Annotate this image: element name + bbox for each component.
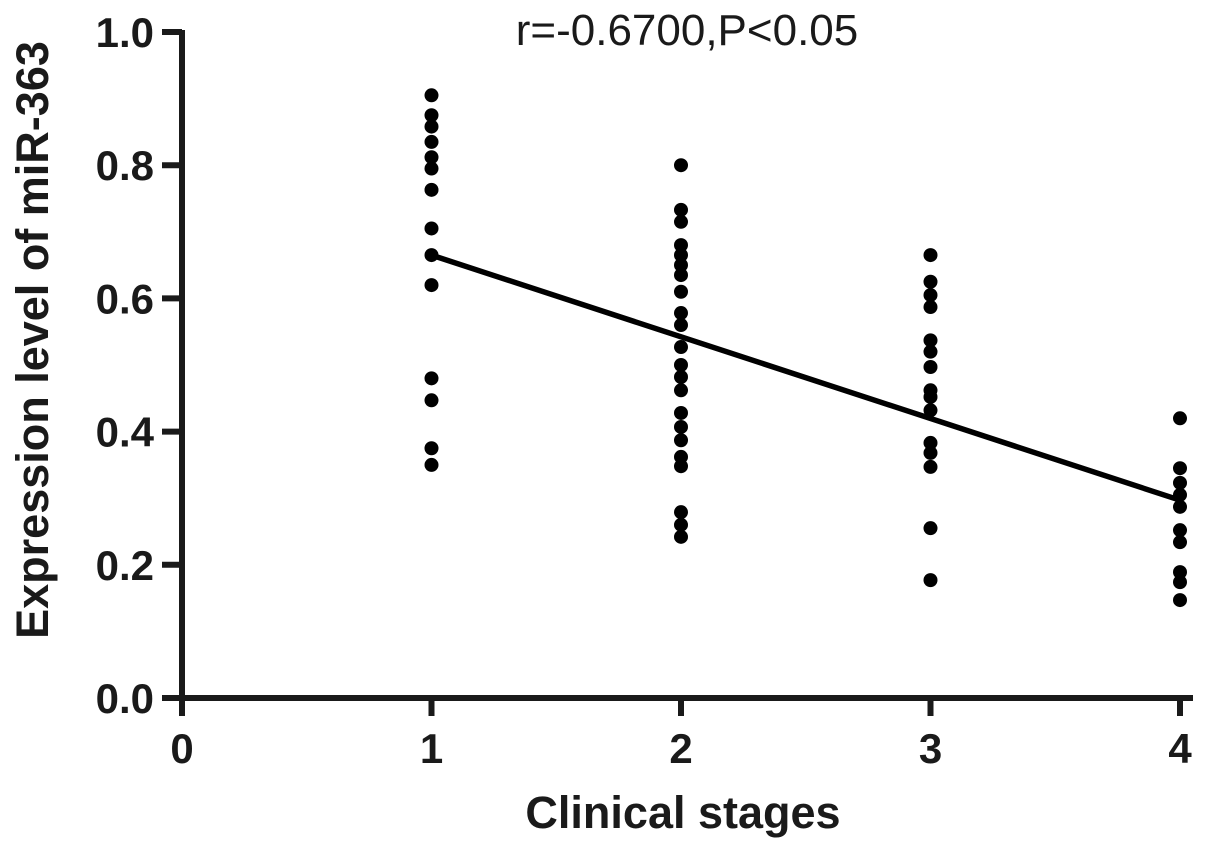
data-point — [674, 202, 688, 217]
data-point — [1173, 523, 1187, 538]
y-tick-label: 0.2 — [96, 542, 154, 589]
data-point — [1173, 487, 1187, 502]
y-tick-label: 0.6 — [96, 275, 154, 322]
data-point — [424, 182, 439, 197]
data-point — [674, 383, 688, 398]
data-point — [674, 306, 688, 321]
x-tick-label: 1 — [420, 725, 443, 772]
data-point — [674, 517, 688, 532]
data-point — [923, 248, 938, 263]
x-tick-label: 0 — [170, 725, 193, 772]
data-point — [674, 529, 688, 544]
data-point — [674, 238, 688, 253]
data-point — [674, 248, 688, 263]
data-point — [674, 405, 688, 420]
data-point — [424, 393, 439, 408]
data-point — [1173, 575, 1187, 590]
data-point — [424, 457, 439, 472]
data-point — [923, 389, 938, 404]
y-tick-label: 0.0 — [96, 675, 154, 722]
data-point — [923, 403, 938, 418]
data-point — [1173, 499, 1187, 514]
data-point — [923, 445, 938, 460]
data-point — [923, 521, 938, 536]
data-point — [674, 433, 688, 448]
x-tick-label: 4 — [1168, 725, 1192, 772]
x-axis-title: Clinical stages — [525, 787, 841, 838]
correlation-annotation: r=-0.6700,P<0.05 — [515, 6, 859, 55]
data-point — [674, 318, 688, 333]
data-point — [1173, 535, 1187, 550]
data-point — [674, 258, 688, 273]
data-point — [424, 278, 439, 293]
data-point — [923, 344, 938, 359]
data-point — [674, 358, 688, 372]
x-tick-label: 3 — [919, 725, 942, 772]
data-point — [424, 150, 439, 165]
data-point — [1173, 565, 1187, 580]
data-point — [424, 371, 439, 386]
data-point — [674, 419, 688, 434]
data-point — [674, 284, 688, 299]
data-point — [1173, 461, 1187, 476]
data-point — [674, 268, 688, 283]
data-point — [923, 274, 938, 289]
y-tick-label: 0.4 — [96, 409, 155, 456]
data-point — [674, 214, 688, 229]
data-point — [923, 300, 938, 315]
y-tick-label: 1.0 — [96, 9, 154, 56]
regression-line — [428, 252, 1183, 503]
data-point — [674, 369, 688, 384]
data-point — [674, 459, 688, 474]
data-point — [424, 119, 439, 134]
y-tick-label: 0.8 — [96, 142, 154, 189]
data-point — [674, 158, 688, 173]
data-point — [1173, 411, 1187, 426]
data-point — [674, 340, 688, 355]
data-point — [424, 221, 439, 236]
data-point — [923, 359, 938, 374]
data-point — [424, 161, 439, 176]
data-point — [923, 435, 938, 450]
data-point — [1173, 593, 1187, 608]
data-point — [424, 134, 439, 149]
data-point — [923, 573, 938, 588]
data-point — [923, 333, 938, 348]
data-point — [923, 459, 938, 474]
data-point — [1173, 475, 1187, 490]
data-point — [424, 88, 439, 103]
data-point — [923, 288, 938, 303]
data-point — [424, 108, 439, 123]
data-point — [674, 505, 688, 520]
x-tick-label: 2 — [669, 725, 692, 772]
data-point — [424, 441, 439, 456]
data-point — [424, 248, 439, 263]
